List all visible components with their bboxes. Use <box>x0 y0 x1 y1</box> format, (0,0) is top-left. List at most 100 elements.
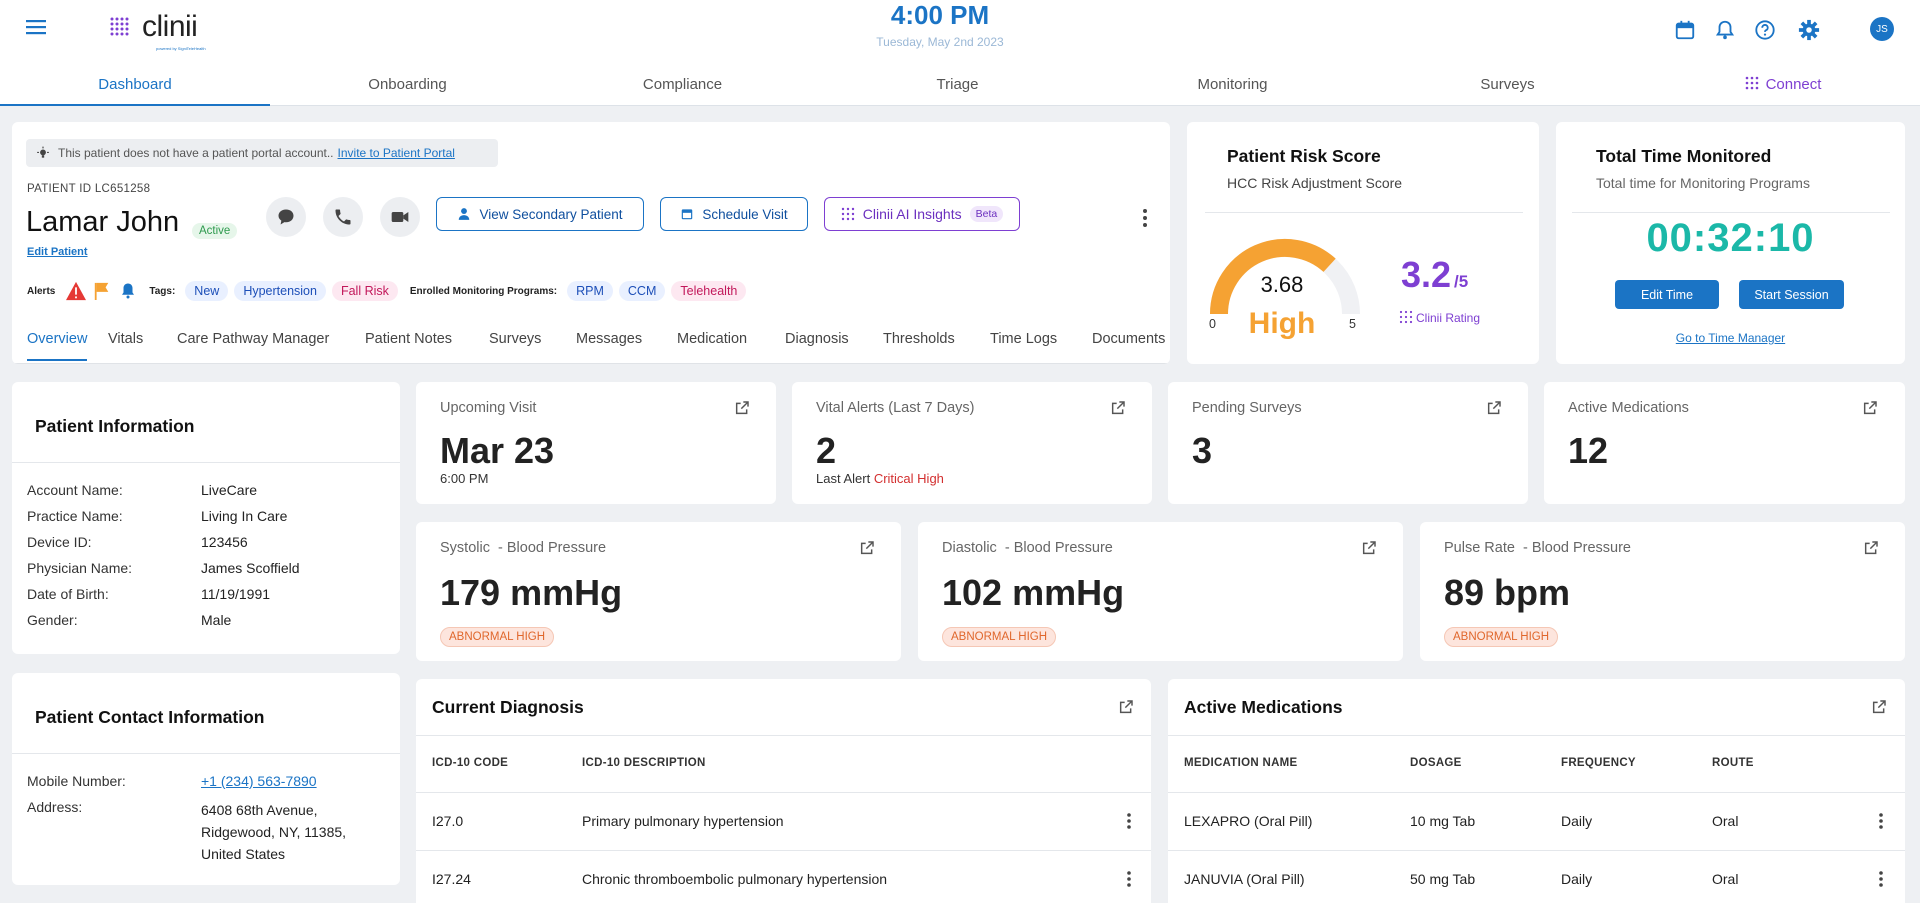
invite-portal-link[interactable]: Invite to Patient Portal <box>337 146 455 160</box>
program-rpm: RPM <box>567 281 613 301</box>
rating-value: 3.2 <box>1401 254 1452 295</box>
open-external-icon[interactable] <box>1871 699 1887 715</box>
calendar-small-icon <box>682 209 693 220</box>
row-more-icon[interactable] <box>1874 812 1888 830</box>
app-logo[interactable]: clinii powered by SigniTeleHealth <box>108 10 218 51</box>
warning-icon[interactable] <box>65 281 87 301</box>
tag-fall-risk: Fall Risk <box>331 281 398 301</box>
user-avatar[interactable]: JS <box>1870 17 1894 41</box>
program-ccm: CCM <box>618 281 666 301</box>
flag-icon[interactable] <box>93 281 111 301</box>
phone-icon[interactable] <box>323 197 363 237</box>
tab-dashboard[interactable]: Dashboard <box>0 74 270 106</box>
gear-icon[interactable] <box>1796 17 1822 43</box>
programs-label: Enrolled Monitoring Programs: <box>409 285 558 297</box>
vital-name: Systolic <box>440 540 490 556</box>
address-line: 6408 68th Avenue, <box>201 802 318 818</box>
tags-label: Tags: <box>149 285 176 297</box>
edit-patient-link[interactable]: Edit Patient <box>27 246 88 258</box>
subtab-thresholds[interactable]: Thresholds <box>883 331 955 347</box>
edit-time-button[interactable]: Edit Time <box>1615 280 1719 309</box>
mobile-number-link[interactable]: +1 (234) 563-7890 <box>201 773 317 789</box>
row-more-icon[interactable] <box>1122 870 1136 888</box>
menu-icon[interactable] <box>26 18 48 36</box>
subtab-vitals[interactable]: Vitals <box>108 331 144 347</box>
last-alert-row: Last Alert Critical High <box>816 471 944 486</box>
pending-surveys-count: 3 <box>1192 430 1213 471</box>
lightbulb-icon <box>37 146 49 158</box>
row-more-icon[interactable] <box>1874 870 1888 888</box>
medication-frequency: Daily <box>1561 813 1593 829</box>
ai-insights-button[interactable]: Clinii AI Insights Beta <box>824 197 1020 231</box>
medication-frequency: Daily <box>1561 871 1593 887</box>
alert-bell-icon[interactable] <box>119 281 137 301</box>
tab-connect[interactable]: Connect <box>1645 74 1920 106</box>
subtab-time-logs[interactable]: Time Logs <box>990 331 1058 347</box>
open-external-icon[interactable] <box>1110 400 1126 416</box>
status-badge: Active <box>192 223 238 239</box>
bell-icon[interactable] <box>1712 17 1738 43</box>
tab-monitoring[interactable]: Monitoring <box>1197 76 1268 93</box>
time-divider <box>1572 212 1890 213</box>
calendar-icon[interactable] <box>1672 17 1698 43</box>
chat-icon[interactable] <box>266 197 306 237</box>
logo-subtext: powered by SigniTeleHealth <box>156 46 206 51</box>
help-icon[interactable] <box>1752 17 1778 43</box>
active-medications-card: Active Medications MEDICATION NAME DOSAG… <box>1168 679 1905 903</box>
avatar-initials: JS <box>1876 23 1888 35</box>
vital-name: Diastolic <box>942 540 997 556</box>
vital-value: 102 mmHg <box>942 572 1125 613</box>
open-external-icon[interactable] <box>1118 699 1134 715</box>
info-row: Practice Name: Living In Care <box>27 508 387 534</box>
person-icon <box>459 208 470 220</box>
tab-triage[interactable]: Triage <box>936 76 979 93</box>
info-label: Device ID: <box>27 534 92 550</box>
table-divider <box>416 792 1151 793</box>
column-header: FREQUENCY <box>1561 757 1636 769</box>
info-value: LiveCare <box>201 482 258 498</box>
gauge-min: 0 <box>1209 317 1216 331</box>
open-external-icon[interactable] <box>1862 400 1878 416</box>
subtab-overview[interactable]: Overview <box>27 331 88 361</box>
clock-time: 4:00 PM <box>890 0 990 30</box>
open-external-icon[interactable] <box>1863 540 1879 556</box>
vital-alerts-title: Vital Alerts (Last 7 Days) <box>816 400 975 416</box>
open-external-icon[interactable] <box>1486 400 1502 416</box>
contact-divider <box>12 753 400 754</box>
subtab-messages[interactable]: Messages <box>576 331 643 347</box>
subtab-diagnosis[interactable]: Diagnosis <box>785 331 849 347</box>
rating-max: /5 <box>1454 272 1469 291</box>
schedule-visit-button[interactable]: Schedule Visit <box>660 197 808 231</box>
column-header: MEDICATION NAME <box>1184 757 1298 769</box>
subtab-medication[interactable]: Medication <box>677 331 748 347</box>
open-external-icon[interactable] <box>1361 540 1377 556</box>
vital-group: - Blood Pressure <box>1523 540 1631 556</box>
subtab-care-pathway[interactable]: Care Pathway Manager <box>177 331 330 347</box>
tab-onboarding[interactable]: Onboarding <box>368 76 447 93</box>
view-secondary-patient-button[interactable]: View Secondary Patient <box>436 197 644 231</box>
tab-compliance[interactable]: Compliance <box>642 76 723 93</box>
patient-id: PATIENT ID LC651258 <box>27 183 151 195</box>
subtab-surveys[interactable]: Surveys <box>489 331 542 347</box>
alerts-label: Alerts <box>27 285 56 297</box>
video-icon[interactable] <box>380 197 420 237</box>
open-external-icon[interactable] <box>734 400 750 416</box>
beta-badge: Beta <box>969 206 1004 222</box>
tab-surveys[interactable]: Surveys <box>1480 76 1535 93</box>
subtab-documents[interactable]: Documents <box>1092 331 1166 347</box>
upcoming-visit-card: Upcoming Visit Mar 23 6:00 PM <box>416 382 776 504</box>
patient-name: Lamar John <box>26 206 180 238</box>
risk-title: Patient Risk Score <box>1227 146 1381 166</box>
table-divider <box>416 850 1151 851</box>
open-external-icon[interactable] <box>859 540 875 556</box>
time-manager-link[interactable]: Go to Time Manager <box>1675 331 1786 345</box>
risk-score-card: Patient Risk Score HCC Risk Adjustment S… <box>1187 122 1539 364</box>
info-label: Gender: <box>27 612 78 628</box>
active-medications-stat-title: Active Medications <box>1568 400 1689 416</box>
clinii-dots-icon <box>841 207 854 221</box>
patient-more-icon[interactable] <box>1138 208 1152 227</box>
medication-name: JANUVIA (Oral Pill) <box>1184 871 1305 887</box>
row-more-icon[interactable] <box>1122 812 1136 830</box>
start-session-button[interactable]: Start Session <box>1739 280 1844 309</box>
subtab-patient-notes[interactable]: Patient Notes <box>365 331 453 347</box>
